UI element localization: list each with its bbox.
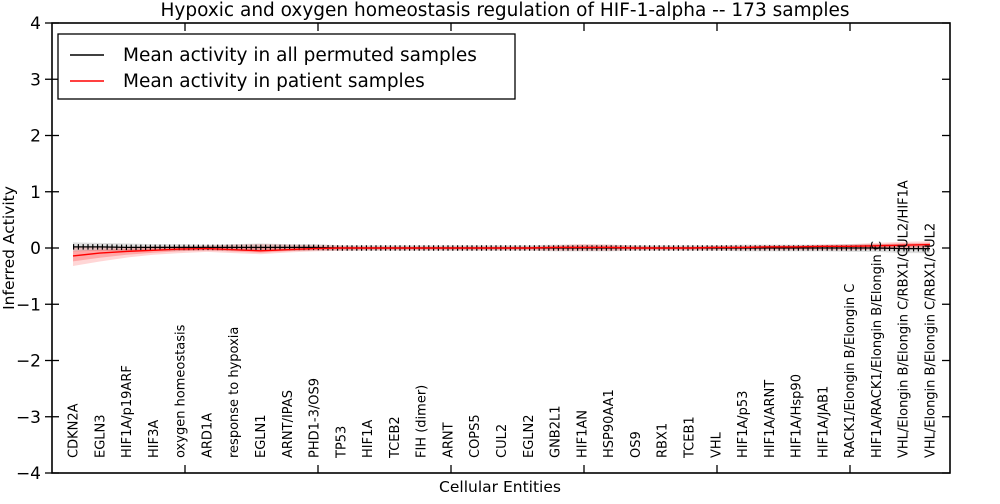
y-tick-label: 3 (30, 70, 41, 90)
x-axis-category-label: RACK1/Elongin B/Elongin C (843, 284, 858, 458)
x-axis-category-label: HIF1A/ARNT (763, 380, 778, 458)
x-axis-category-label: response to hypoxia (227, 327, 242, 458)
y-tick-label: 0 (30, 239, 41, 259)
y-tick-label: 2 (30, 127, 41, 147)
x-axis-category-label: EGLN1 (254, 414, 269, 458)
legend-label-patient: Mean activity in patient samples (123, 71, 425, 92)
x-axis-category-label: OS9 (629, 431, 644, 458)
x-axis-category-label: ARNT/IPAS (281, 390, 296, 458)
x-axis-category-label: EGLN2 (522, 414, 537, 458)
x-axis-category-label: HIF1A/Hsp90 (790, 374, 805, 458)
x-axis-category-label: FIH (dimer) (415, 385, 430, 458)
x-axis-category-label: EGLN3 (93, 414, 108, 458)
y-tick-label: 1 (30, 183, 41, 203)
category-label-layer: CDKN2A EGLN3 HIF1A/p19ARF HIF3A oxygen homeo… (67, 180, 939, 459)
x-axis-category-label: CDKN2A (67, 403, 82, 458)
x-axis-category-label: VHL (709, 431, 724, 458)
x-axis-category-label: COPS5 (468, 414, 483, 458)
y-tick-label: −2 (16, 352, 41, 372)
x-axis-category-label: ARD1A (200, 413, 215, 458)
x-axis-category-label: VHL/Elongin B/Elongin C/RBX1/CUL2 (924, 223, 939, 458)
x-axis-category-label: ARNT (441, 422, 456, 458)
patient-mean-line (72, 243, 931, 257)
x-axis-category-label: HIF1A/p19ARF (120, 365, 135, 458)
x-axis-category-label: TCEB2 (388, 416, 403, 459)
legend: Mean activity in all permuted samples Me… (57, 33, 516, 100)
plot-border (51, 22, 951, 474)
x-axis-category-label: HIF3A (147, 420, 162, 458)
tick-layer: 4 3 2 1 0 −1 −2 −3 −4 (16, 14, 950, 484)
y-tick-label: 4 (30, 14, 41, 34)
chart-title: Hypoxic and oxygen homeostasis regulatio… (160, 0, 849, 21)
x-axis-category-label: HIF1AN (575, 410, 590, 458)
x-axis-category-label: HIF1A/p53 (736, 391, 751, 458)
x-axis-category-label: TP53 (334, 426, 349, 459)
x-axis-label: Cellular Entities (439, 478, 561, 496)
x-axis-category-label: HIF1A/RACK1/Elongin B/Elongin C (870, 241, 885, 458)
y-tick-label: −4 (16, 464, 41, 484)
x-axis-category-label: TCEB1 (682, 416, 697, 459)
y-tick-label: −3 (16, 408, 41, 428)
x-axis-category-label: VHL/Elongin B/Elongin C/RBX1/CUL2/HIF1A (897, 180, 912, 458)
x-axis-category-label: RBX1 (656, 423, 671, 458)
x-axis-category-label: PHD1-3/OS9 (308, 378, 323, 458)
y-axis-label: Inferred Activity (0, 186, 18, 310)
line-layer (72, 243, 931, 257)
x-axis-category-label: GNB2L1 (549, 405, 564, 458)
x-axis-category-label: HIF1A (361, 420, 376, 458)
x-axis-category-label: oxygen homeostasis (174, 324, 189, 458)
legend-box (57, 33, 516, 100)
band-layer (73, 241, 930, 266)
y-tick-label: −1 (16, 295, 41, 315)
x-axis-category-label: HSP90AA1 (602, 389, 617, 458)
x-axis-category-label: HIF1A/JAB1 (816, 386, 831, 458)
x-axis-category-label: CUL2 (495, 424, 510, 458)
legend-label-permuted: Mean activity in all permuted samples (123, 45, 477, 66)
